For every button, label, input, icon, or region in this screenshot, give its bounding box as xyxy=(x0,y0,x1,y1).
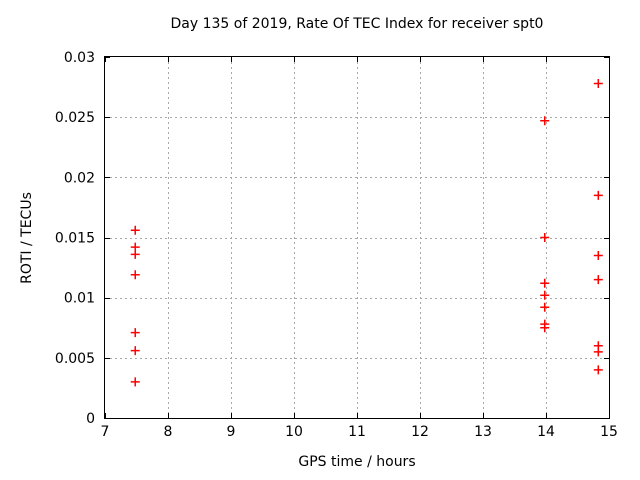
data-point-marker xyxy=(540,116,550,126)
data-point-marker xyxy=(593,251,603,261)
y-tick-label: 0.03 xyxy=(64,50,95,66)
x-tick-label: 13 xyxy=(474,424,492,440)
data-point-marker xyxy=(130,225,140,235)
x-tick-label: 8 xyxy=(164,424,173,440)
y-tick-label: 0.015 xyxy=(55,231,95,247)
data-point-marker xyxy=(130,270,140,280)
x-tick-label: 12 xyxy=(411,424,429,440)
data-point-marker xyxy=(130,346,140,356)
y-tick-label: 0.02 xyxy=(64,170,95,186)
data-point-marker xyxy=(593,275,603,285)
data-point-marker xyxy=(593,365,603,375)
data-point-marker xyxy=(130,249,140,259)
y-tick-label: 0.025 xyxy=(55,110,95,126)
plot-border xyxy=(104,56,610,419)
data-point-marker xyxy=(540,278,550,288)
x-tick-label: 11 xyxy=(348,424,366,440)
x-tick-label: 9 xyxy=(227,424,236,440)
y-tick-label: 0 xyxy=(86,411,95,427)
data-point-marker xyxy=(130,328,140,338)
data-point-marker xyxy=(593,78,603,88)
data-point-marker xyxy=(593,347,603,357)
x-axis-title: GPS time / hours xyxy=(298,454,416,470)
x-tick-label: 14 xyxy=(537,424,555,440)
x-tick-label: 15 xyxy=(600,424,618,440)
data-point-marker xyxy=(130,377,140,387)
data-point-marker xyxy=(540,302,550,312)
y-tick-label: 0.005 xyxy=(55,351,95,367)
x-tick-label: 10 xyxy=(285,424,303,440)
data-point-marker xyxy=(540,233,550,242)
data-point-marker xyxy=(593,190,603,200)
y-tick-label: 0.01 xyxy=(64,291,95,307)
data-point-marker xyxy=(540,323,550,333)
chart-title: Day 135 of 2019, Rate Of TEC Index for r… xyxy=(170,16,544,32)
x-tick-label: 7 xyxy=(101,424,110,440)
data-point-marker xyxy=(540,290,550,300)
